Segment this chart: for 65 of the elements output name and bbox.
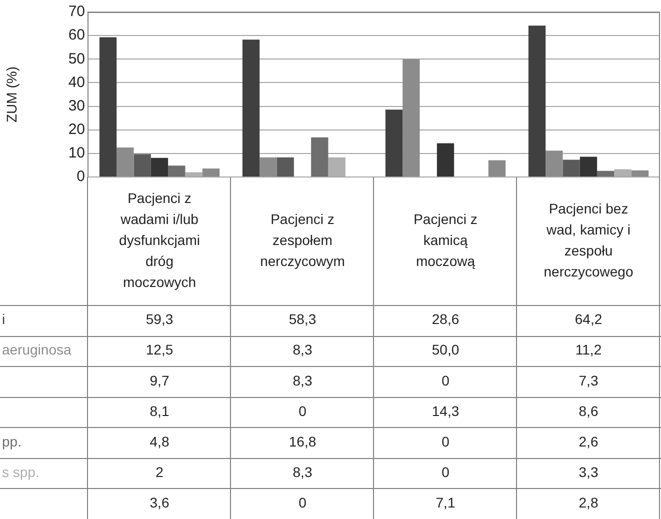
y-tick-label: 30 (68, 97, 85, 114)
data-label: 64,2 (574, 311, 602, 328)
bar (488, 160, 506, 176)
x-tick-label: Pacjenci z kamicą moczową (414, 210, 478, 269)
data-label: 8,6 (578, 402, 598, 419)
bar (99, 37, 117, 176)
y-tick-label: 50 (68, 50, 85, 68)
bar (528, 26, 546, 176)
bar (276, 157, 294, 176)
data-label: 14,3 (432, 402, 460, 419)
data-label: 3,3 (578, 464, 598, 480)
data-label: 2 (156, 464, 164, 480)
bar (402, 59, 420, 176)
bar (260, 157, 277, 176)
bar (546, 150, 563, 176)
data-label: 59,3 (146, 311, 174, 328)
data-label: 8,3 (292, 342, 312, 358)
bar (631, 170, 649, 176)
bar (242, 40, 260, 176)
bar (580, 156, 598, 176)
y-tick-label: 20 (68, 121, 85, 138)
data-label: 0 (298, 494, 307, 511)
text: i (2, 311, 6, 328)
bar (134, 154, 151, 176)
x-tick-label: Pacjenci bez wad, kamicy i zespołu nerczycowego (544, 200, 634, 280)
data-label: 50,0 (432, 342, 460, 358)
bar (116, 148, 134, 176)
bar (562, 160, 580, 176)
y-axis-title: ZUM (%) (3, 66, 20, 122)
data-label: 12,5 (146, 342, 174, 358)
data-label: 2,6 (578, 433, 598, 450)
data-label: 0 (442, 433, 450, 450)
y-tick-label: 40 (68, 74, 85, 91)
data-label: 7,1 (436, 494, 456, 511)
bar (150, 158, 168, 176)
data-label: 2,8 (578, 494, 598, 511)
data-label: 11,2 (575, 342, 602, 358)
bar (597, 170, 614, 176)
data-label: 58,3 (288, 311, 316, 328)
bar (168, 166, 186, 176)
data-label: 0 (442, 372, 450, 388)
data-label: 16,8 (288, 433, 316, 450)
text: pp. (2, 433, 22, 450)
bar (311, 137, 328, 176)
x-tick-label: Pacjenci z wadami i/lub dysfunkcjami dróg moczowych (119, 190, 200, 290)
data-label: 3,6 (150, 494, 170, 511)
y-tick-label: 70 (68, 3, 85, 20)
data-label: 4,8 (150, 433, 170, 450)
y-tick-label: 60 (68, 26, 85, 44)
data-label: 8,3 (292, 464, 312, 480)
y-tick-label: 0 (76, 168, 85, 186)
data-label: 8,1 (150, 402, 170, 419)
data-label: 8,3 (292, 372, 312, 388)
data-label: 0 (298, 402, 307, 419)
y-tick-label: 10 (68, 144, 85, 162)
bar (436, 143, 454, 176)
data-label: 7,3 (578, 372, 598, 388)
text: s spp. (2, 464, 40, 480)
data-label: 0 (442, 464, 450, 480)
bar (202, 168, 220, 176)
text: aeruginosa (2, 342, 72, 358)
data-label: 9,7 (150, 372, 170, 388)
x-tick-label: Pacjenci z zespołem nerczycowym (260, 210, 345, 269)
data-label: 28,6 (432, 311, 460, 328)
bar (385, 110, 403, 176)
